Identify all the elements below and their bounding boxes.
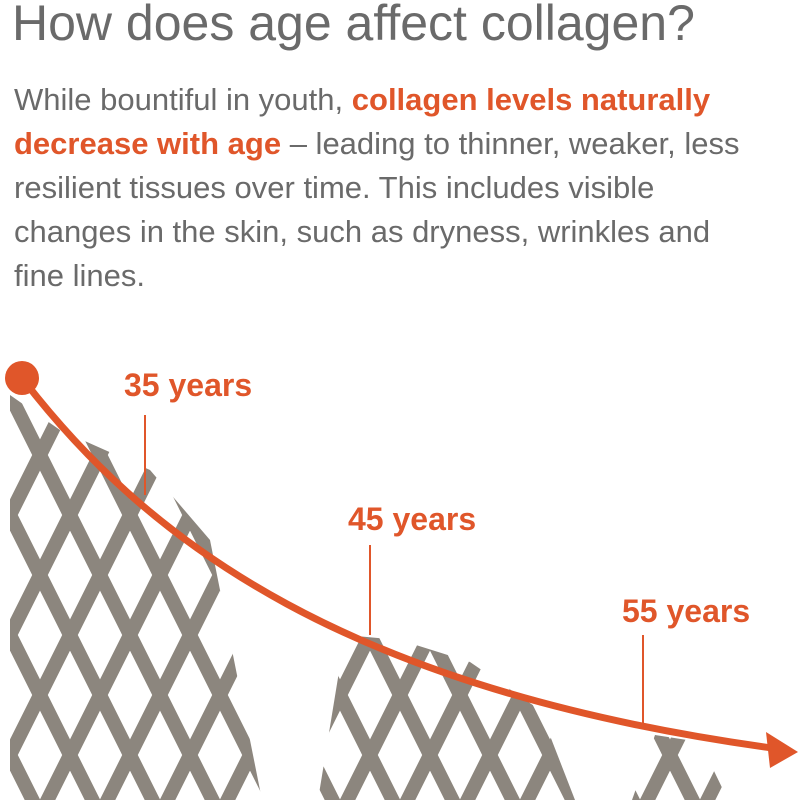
intro-highlight: collagen levels naturally decrease with … [14,82,711,161]
intro-lead: While bountiful in youth, [14,82,344,117]
title: How does age affect collagen? [12,0,695,51]
arrow-head [766,732,798,768]
age-label: 45 years [348,501,476,537]
age-label: 35 years [124,367,252,403]
start-dot [5,361,39,395]
age-label: 55 years [622,593,750,629]
intro: While bountiful in youth, collagen level… [14,78,744,298]
decline-curve [19,375,773,752]
collagen-fibers-middle [318,635,575,800]
intro-rest: – leading to thinner, weaker, less resil… [14,126,740,293]
collagen-fibers-old [632,735,728,800]
collagen-fibers-young [10,395,262,800]
